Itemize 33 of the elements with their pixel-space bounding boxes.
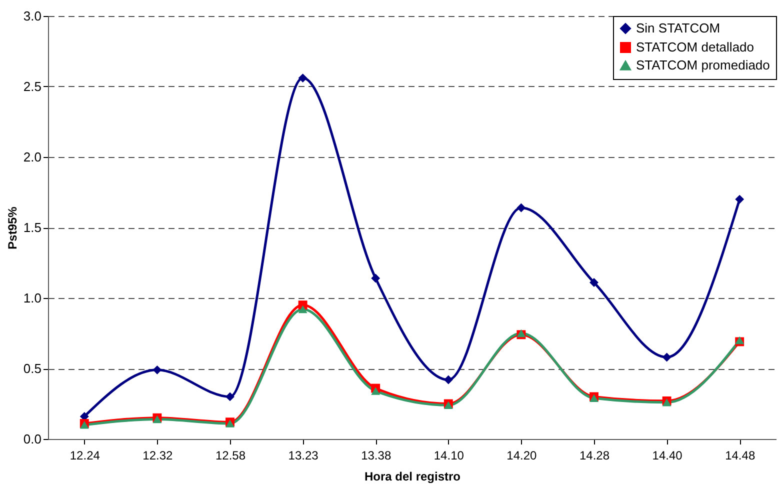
y-tick-label: 2.5 (23, 79, 42, 94)
x-axis-title: Hora del registro (364, 470, 461, 484)
x-tick-label: 14.10 (434, 448, 464, 462)
x-tick-label: 14.20 (506, 448, 538, 462)
y-tick-label: 0.0 (23, 432, 42, 446)
y-tick-label: 3.0 (23, 8, 42, 24)
x-tick-label: 13.38 (361, 448, 392, 462)
x-tick-label: 13.23 (288, 448, 319, 462)
point (735, 194, 744, 204)
x-tick-label: 14.28 (579, 448, 610, 462)
legend-label: STATCOM promediado (636, 58, 770, 72)
point (444, 375, 453, 384)
point (298, 74, 308, 83)
x-tick-label: 12.58 (215, 448, 246, 462)
point (152, 365, 162, 374)
point (298, 305, 308, 314)
x-tick-label: 14.40 (652, 448, 683, 462)
point (226, 392, 234, 402)
point (516, 203, 526, 212)
x-tick-label: 14.48 (725, 448, 756, 462)
x-tick-label: 12.32 (142, 448, 174, 462)
x-tick-label: 12.24 (70, 448, 100, 462)
y-tick-label: 1.5 (23, 220, 42, 235)
y-tick-label: 0.5 (23, 361, 42, 376)
legend-label: STATCOM detallado (636, 40, 754, 54)
y-axis-title: Pst95% (5, 206, 20, 250)
point (662, 352, 672, 362)
point (371, 387, 380, 395)
y-tick-label: 1.0 (23, 290, 42, 306)
point (371, 274, 380, 283)
legend-label: Sin STATCOM (636, 20, 720, 36)
point (590, 278, 598, 287)
y-tick-label: 2.0 (23, 150, 42, 164)
